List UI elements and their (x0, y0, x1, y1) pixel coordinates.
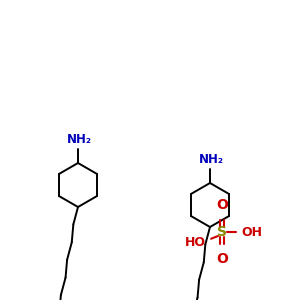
Text: OH: OH (241, 226, 262, 238)
Text: NH₂: NH₂ (199, 153, 224, 166)
Text: NH₂: NH₂ (67, 133, 92, 146)
Text: HO: HO (185, 236, 206, 249)
Text: O: O (216, 198, 228, 212)
Text: O: O (216, 252, 228, 266)
Text: S: S (217, 225, 227, 239)
